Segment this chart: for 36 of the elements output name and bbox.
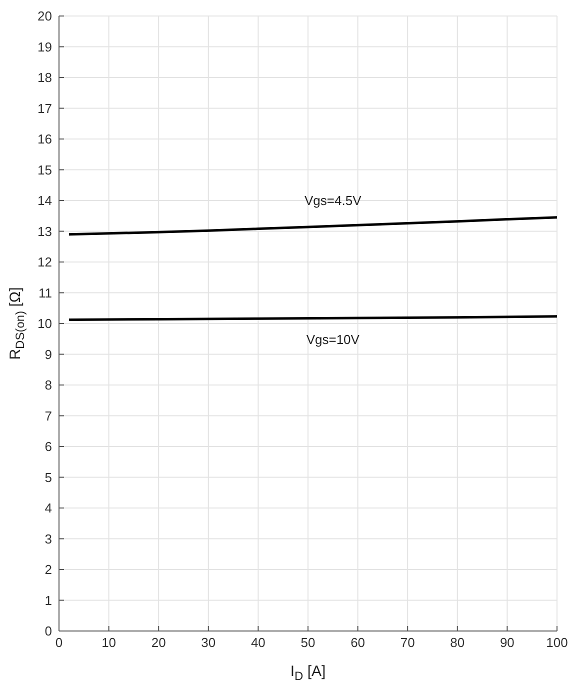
y-tick-label: 17 (38, 100, 52, 116)
y-tick-label: 3 (44, 531, 52, 546)
y-tick-label: 0 (44, 624, 52, 639)
y-tick-label: 14 (38, 193, 52, 208)
x-tick-label: 100 (546, 635, 568, 650)
y-tick-label: 16 (38, 132, 52, 147)
y-tick-label: 11 (38, 285, 52, 300)
y-tick-label: 2 (44, 562, 52, 578)
x-tick-label: 0 (55, 635, 63, 650)
series-label: Vgs=4.5V (304, 193, 362, 208)
y-tick-label: 20 (38, 8, 52, 24)
y-tick-label: 12 (38, 254, 52, 270)
y-tick-label: 15 (38, 162, 52, 178)
y-tick-label: 1 (44, 592, 52, 608)
y-tick-label: 9 (44, 346, 52, 362)
x-tick-label: 40 (250, 635, 266, 650)
y-tick-label: 13 (38, 224, 52, 239)
x-tick-label: 80 (450, 635, 465, 650)
y-tick-label: 6 (44, 439, 52, 454)
x-tick-label: 60 (350, 635, 366, 650)
x-tick-label: 50 (300, 635, 316, 650)
y-tick-label: 10 (38, 316, 52, 332)
y-tick-label: 7 (44, 408, 52, 424)
x-tick-label: 90 (500, 635, 514, 650)
y-tick-label: 4 (44, 500, 52, 516)
x-tick-label: 70 (400, 635, 415, 650)
line-series (68, 216, 557, 236)
y-tick-label: 5 (44, 470, 52, 485)
x-tick-label: 20 (151, 635, 166, 650)
series-label: Vgs=10V (306, 332, 360, 347)
y-tick-label: 8 (44, 378, 52, 393)
x-axis-title: I$_{D}$ [A] (290, 663, 326, 683)
x-tick-label: 10 (102, 635, 116, 650)
x-tick-label: 30 (201, 635, 216, 650)
y-tick-label: 19 (38, 39, 52, 54)
y-tick-label: 18 (38, 70, 52, 86)
